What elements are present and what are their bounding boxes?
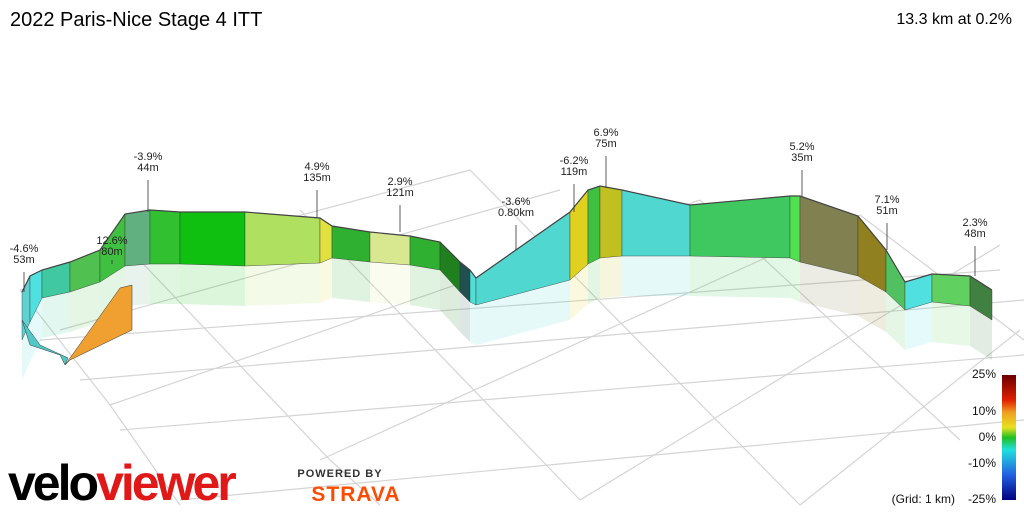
ribbon-segment — [569, 189, 589, 281]
segment-grade: 12.6% — [96, 235, 127, 247]
legend-label: -10% — [968, 456, 996, 470]
ribbon-shadow — [245, 263, 320, 306]
ribbon-shadow — [886, 292, 905, 350]
segment-length: 135m — [303, 172, 331, 184]
segment-length: 121m — [386, 187, 414, 199]
segment-length: 48m — [964, 228, 985, 240]
ribbon-shadow — [588, 258, 600, 304]
powered-by: POWERED BY — [297, 468, 382, 480]
ribbon-shadow — [970, 306, 992, 360]
legend-label: 25% — [972, 367, 996, 381]
ribbon-segment — [789, 195, 801, 263]
color-bar — [1002, 375, 1016, 500]
legend-label: 0% — [979, 430, 997, 444]
ribbon-segment — [587, 185, 601, 265]
ribbon-segment — [799, 195, 859, 277]
ribbon-shadow — [150, 264, 180, 304]
ribbon-shadow — [460, 292, 470, 342]
ribbon-shadow — [800, 262, 858, 316]
logo-part: velo — [8, 455, 98, 511]
segment-length: 44m — [137, 162, 158, 174]
ribbon-shadow — [690, 256, 790, 298]
title: 2022 Paris-Nice Stage 4 ITT — [10, 9, 262, 31]
segment-grade: -3.9% — [134, 151, 163, 163]
segment-length: 51m — [876, 205, 897, 217]
ribbon-shadow — [932, 302, 970, 346]
ribbon-shadow — [570, 264, 588, 320]
ribbon-shadow — [905, 302, 932, 350]
ribbon-shadow — [790, 258, 800, 302]
legend-label: -25% — [968, 492, 996, 506]
logo-part: viewer — [96, 455, 236, 511]
ribbon-shadow — [370, 262, 410, 305]
elevation-ribbon — [21, 185, 993, 380]
segment-length: 119m — [561, 166, 588, 178]
ribbon-shadow — [332, 258, 370, 302]
segment-length: 0.80km — [498, 207, 534, 219]
grid-note: (Grid: 1 km) — [892, 492, 955, 506]
segment-length: 53m — [13, 254, 34, 266]
ribbon-segment — [149, 209, 181, 265]
segment-grade: -3.6% — [502, 196, 531, 208]
ribbon-segment — [124, 209, 151, 267]
ribbon-shadow — [42, 292, 70, 338]
segment-grade: -4.6% — [10, 243, 39, 255]
ribbon-segment — [621, 189, 691, 257]
ribbon-shadow — [622, 256, 690, 296]
ribbon-top — [21, 185, 993, 293]
segment-grade: 4.9% — [304, 161, 329, 173]
ribbon-shadow — [180, 264, 245, 306]
ribbon-shadow — [410, 265, 440, 310]
ribbon-segment — [244, 211, 321, 267]
logo: veloviewer — [8, 455, 236, 511]
segment-grade: 5.2% — [789, 141, 814, 153]
segment-grade: 2.9% — [387, 176, 412, 188]
segment-length: 35m — [791, 152, 812, 164]
segment-length: 80m — [101, 246, 122, 258]
ribbon-shadow — [476, 280, 570, 345]
ribbon-segment — [599, 185, 623, 259]
ribbon-segment — [21, 319, 69, 366]
ribbon-segment — [369, 231, 411, 266]
legend-label: 10% — [972, 404, 996, 418]
ribbon-segment — [469, 269, 477, 306]
ribbon-segment — [931, 273, 971, 307]
summary: 13.3 km at 0.2% — [896, 11, 1012, 28]
segment-grade: 2.3% — [962, 217, 987, 229]
ribbon-shadow — [320, 258, 332, 303]
segment-length: 75m — [595, 138, 616, 150]
ribbon-shadow — [70, 282, 100, 332]
ribbon-segment — [41, 261, 71, 299]
ribbon-segment — [64, 284, 133, 366]
segment-grade: -6.2% — [560, 155, 589, 167]
strava: STRAVA — [311, 483, 400, 506]
ribbon-shadow — [858, 276, 886, 332]
segment-grade: 7.1% — [874, 194, 899, 206]
ribbon-shadow — [600, 256, 622, 298]
ribbon-shadow — [470, 302, 476, 345]
segment-grade: 6.9% — [593, 127, 618, 139]
ribbon-segment — [179, 211, 246, 267]
ribbon-segment — [689, 195, 791, 259]
ribbon-shadow — [440, 270, 460, 332]
